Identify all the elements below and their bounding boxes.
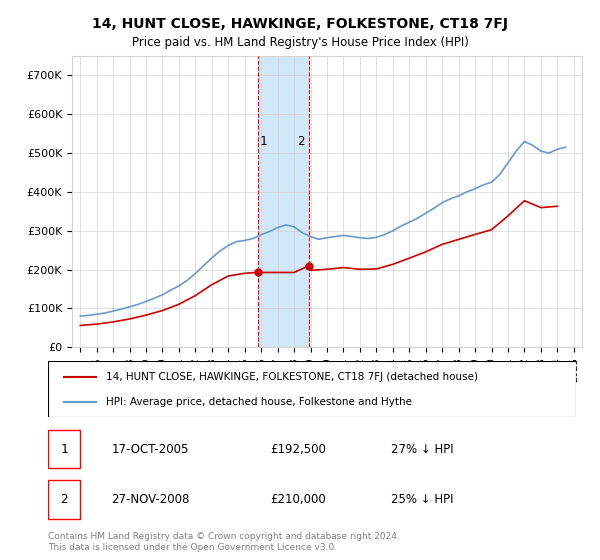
Text: 25% ↓ HPI: 25% ↓ HPI [391,493,454,506]
Text: 1: 1 [60,442,68,455]
Text: £192,500: £192,500 [270,442,326,455]
Text: 1: 1 [260,135,267,148]
Text: 2: 2 [298,135,305,148]
Text: 14, HUNT CLOSE, HAWKINGE, FOLKESTONE, CT18 7FJ (detached house): 14, HUNT CLOSE, HAWKINGE, FOLKESTONE, CT… [106,372,478,382]
Text: Contains HM Land Registry data © Crown copyright and database right 2024.
This d: Contains HM Land Registry data © Crown c… [48,532,400,552]
Text: 17-OCT-2005: 17-OCT-2005 [112,442,189,455]
Text: 27-NOV-2008: 27-NOV-2008 [112,493,190,506]
FancyBboxPatch shape [48,430,80,468]
FancyBboxPatch shape [48,480,80,519]
Text: HPI: Average price, detached house, Folkestone and Hythe: HPI: Average price, detached house, Folk… [106,396,412,407]
FancyBboxPatch shape [48,361,576,417]
Text: 2: 2 [60,493,68,506]
Text: £210,000: £210,000 [270,493,326,506]
Bar [258,56,309,347]
Text: 27% ↓ HPI: 27% ↓ HPI [391,442,454,455]
Text: Price paid vs. HM Land Registry's House Price Index (HPI): Price paid vs. HM Land Registry's House … [131,36,469,49]
Text: 14, HUNT CLOSE, HAWKINGE, FOLKESTONE, CT18 7FJ: 14, HUNT CLOSE, HAWKINGE, FOLKESTONE, CT… [92,17,508,31]
